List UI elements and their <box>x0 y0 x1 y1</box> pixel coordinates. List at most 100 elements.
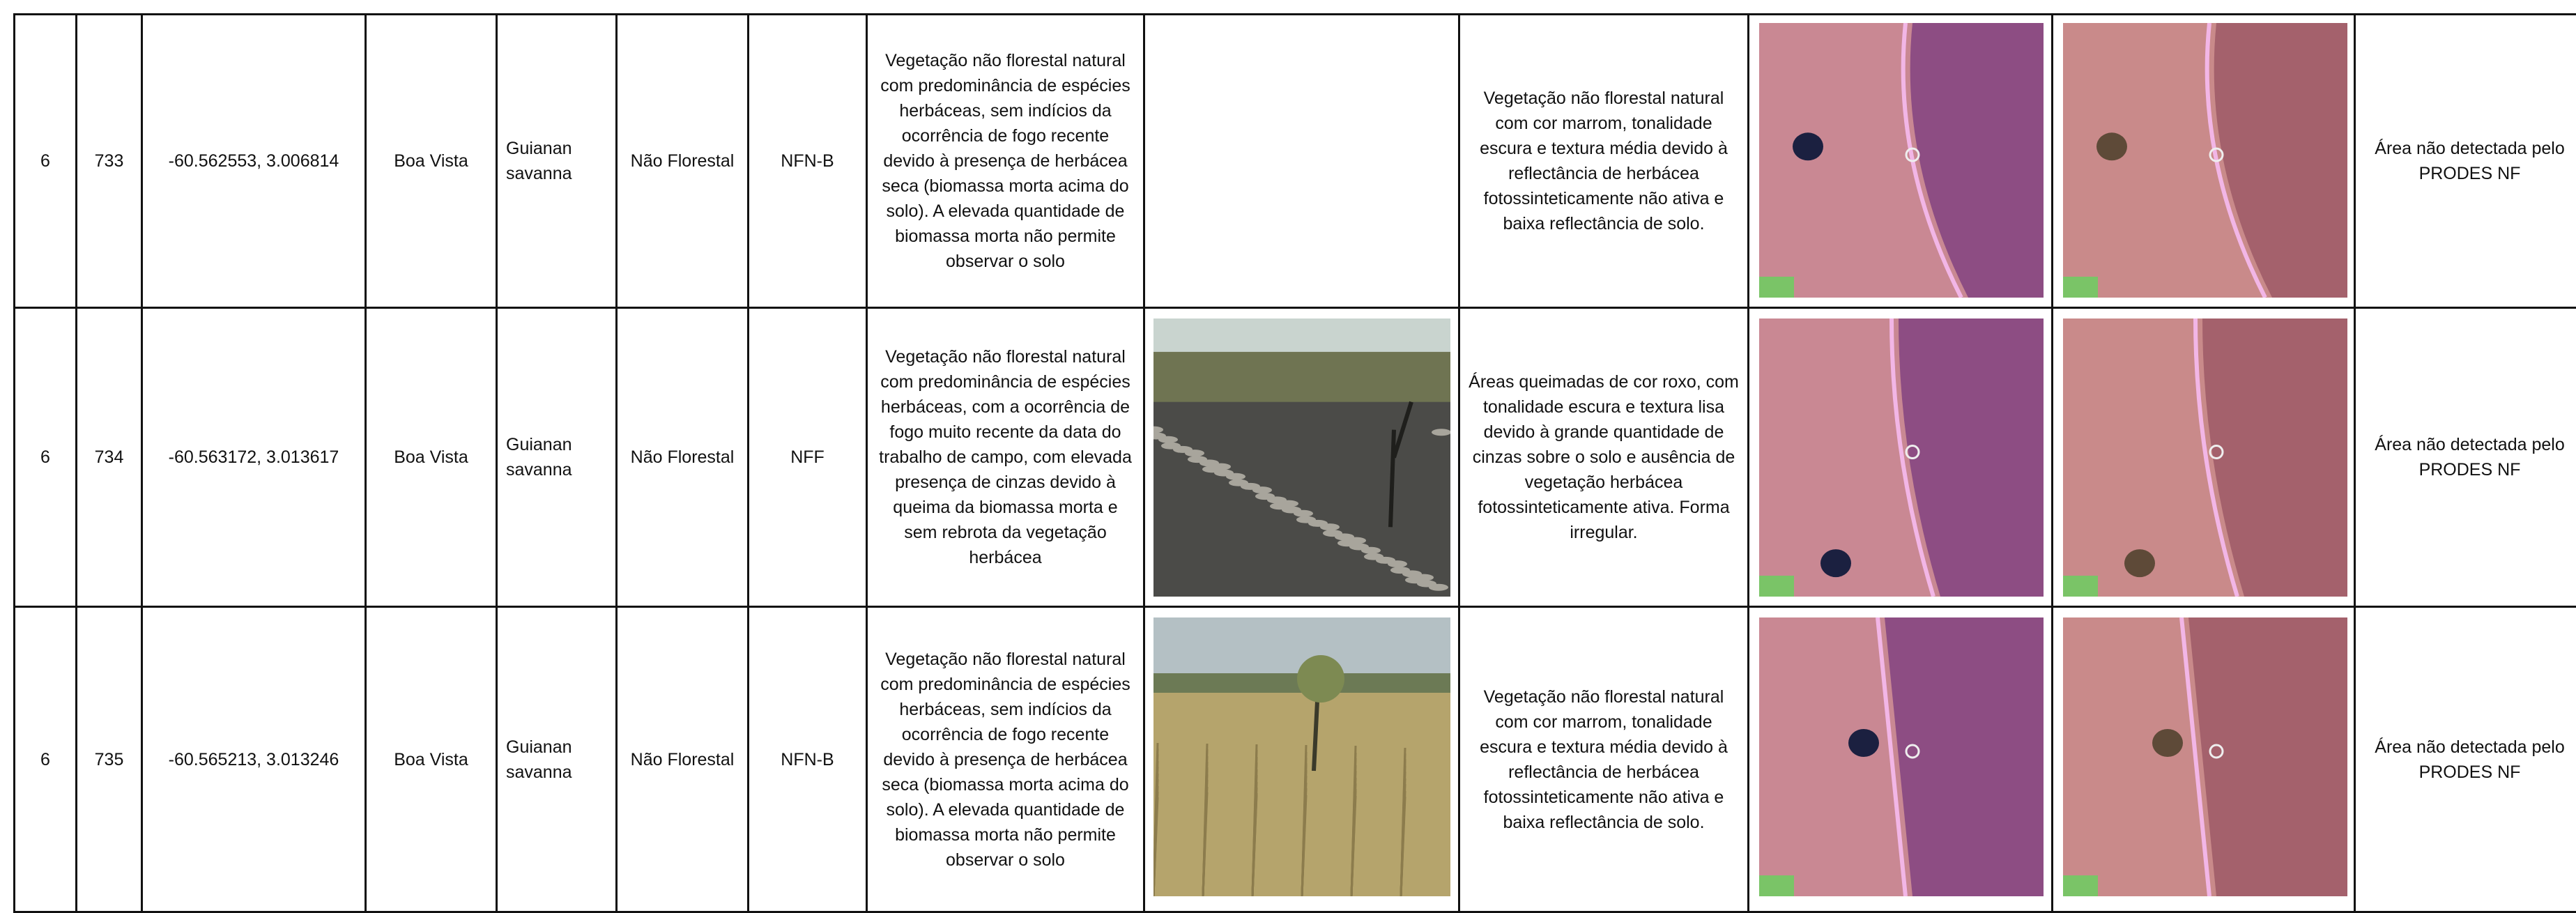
ash <box>1153 432 1166 440</box>
vegetation <box>2063 576 2098 597</box>
class: Não Florestal <box>618 608 749 913</box>
tree <box>1388 401 1413 528</box>
ash <box>1161 442 1181 450</box>
satellite-image-b <box>2053 13 2356 309</box>
group-text: 6 <box>40 749 50 769</box>
sample-marker <box>2209 744 2224 759</box>
ecoregion: Guianan savanna <box>498 13 618 309</box>
class: Não Florestal <box>618 309 749 608</box>
pond <box>2096 132 2127 161</box>
municipality: Boa Vista <box>367 13 498 309</box>
ash <box>1390 567 1410 574</box>
coordinates: -60.563172, 3.013617 <box>143 309 367 608</box>
grass-blade <box>1251 792 1258 896</box>
class-text: Não Florestal <box>630 151 735 171</box>
image-interpretation-text: Vegetação não florestal natural com cor … <box>1480 89 1728 233</box>
burned-area <box>2202 319 2347 597</box>
group-text: 6 <box>40 447 50 467</box>
grass-blade <box>1301 762 1308 896</box>
prodes-note-text: Área não detectada pelo PRODES NF <box>2375 737 2565 782</box>
grass-blade <box>1153 797 1159 896</box>
municipality-text: Boa Vista <box>394 151 468 171</box>
pond <box>1793 132 1823 161</box>
class-text: Não Florestal <box>630 749 735 769</box>
road <box>2193 319 2239 597</box>
ecoregion-text: Guianan savanna <box>506 737 572 782</box>
ash <box>1229 479 1248 486</box>
satellite-image-a <box>1759 617 2044 896</box>
burned-area <box>1910 23 2044 298</box>
field-photo <box>1153 617 1450 896</box>
sample-marker <box>1905 445 1920 460</box>
field-description: Vegetação não florestal natural com pred… <box>868 13 1145 309</box>
point-id: 733 <box>77 13 143 309</box>
field-photo <box>1145 13 1460 309</box>
road <box>1889 319 1935 597</box>
point-id: 734 <box>77 309 143 608</box>
field-description: Vegetação não florestal natural com pred… <box>868 309 1145 608</box>
ash <box>1323 530 1342 537</box>
satellite-image-b <box>2063 23 2347 298</box>
prodes-note-text: Área não detectada pelo PRODES NF <box>2375 435 2565 479</box>
pond <box>1820 549 1851 578</box>
class-text: Não Florestal <box>630 447 735 467</box>
satellite-image-b <box>2063 319 2347 597</box>
ash <box>1255 493 1275 500</box>
vegetation <box>2063 277 2098 298</box>
point-id-text: 733 <box>94 151 124 171</box>
ash <box>1202 466 1222 473</box>
field-description-text: Vegetação não florestal natural com pred… <box>880 51 1130 271</box>
sample-marker <box>1905 147 1920 162</box>
point-id: 735 <box>77 608 143 913</box>
ash <box>1405 576 1425 584</box>
satellite-image-a <box>1749 309 2053 608</box>
ash <box>1296 516 1316 523</box>
ecoregion-text: Guianan savanna <box>506 435 572 479</box>
point-id-text: 735 <box>94 749 124 769</box>
sample-marker <box>2209 445 2224 460</box>
municipality-text: Boa Vista <box>394 749 468 769</box>
image-interpretation: Áreas queimadas de cor roxo, com tonalid… <box>1460 309 1749 608</box>
group: 6 <box>13 608 77 913</box>
vegetation <box>1759 277 1794 298</box>
image-interpretation-text: Vegetação não florestal natural com cor … <box>1480 686 1728 832</box>
satellite-image-a <box>1749 13 2053 309</box>
vegetation <box>1759 875 1794 896</box>
ecoregion: Guianan savanna <box>498 608 618 913</box>
ash <box>1270 502 1289 510</box>
satellite-image-a <box>1759 23 2044 298</box>
prodes-note: Área não detectada pelo PRODES NF <box>2356 309 2576 608</box>
group-text: 6 <box>40 151 50 171</box>
burned-area <box>1899 319 2044 597</box>
code: NFN-B <box>749 13 868 309</box>
image-interpretation: Vegetação não florestal natural com cor … <box>1460 13 1749 309</box>
group: 6 <box>13 13 77 309</box>
coordinates: -60.562553, 3.006814 <box>143 13 367 309</box>
coordinates-text: -60.565213, 3.013246 <box>168 749 339 769</box>
tree-crown <box>1297 655 1344 703</box>
prodes-note-text: Área não detectada pelo PRODES NF <box>2375 139 2565 183</box>
burned-area <box>2188 617 2347 896</box>
vegetation <box>1759 576 1794 597</box>
burned-area <box>1885 617 2044 896</box>
code-text: NFN-B <box>781 749 834 769</box>
coordinates: -60.565213, 3.013246 <box>143 608 367 913</box>
ash <box>1337 539 1357 547</box>
field-photo <box>1153 319 1450 597</box>
ash <box>1364 553 1383 560</box>
municipality-text: Boa Vista <box>394 447 468 467</box>
ecoregion-text: Guianan savanna <box>506 139 572 183</box>
pond <box>1848 729 1879 757</box>
prodes-note: Área não detectada pelo PRODES NF <box>2356 13 2576 309</box>
prodes-note: Área não detectada pelo PRODES NF <box>2356 608 2576 913</box>
road <box>1876 617 1908 896</box>
municipality: Boa Vista <box>367 309 498 608</box>
satellite-image-a <box>1759 319 2044 597</box>
satellite-image-b <box>2063 617 2347 896</box>
burned-area <box>2214 23 2347 298</box>
ash <box>1153 426 1163 434</box>
field-photo <box>1145 309 1460 608</box>
image-interpretation-text: Áreas queimadas de cor roxo, com tonalid… <box>1469 372 1739 542</box>
point-id-text: 734 <box>94 447 124 467</box>
